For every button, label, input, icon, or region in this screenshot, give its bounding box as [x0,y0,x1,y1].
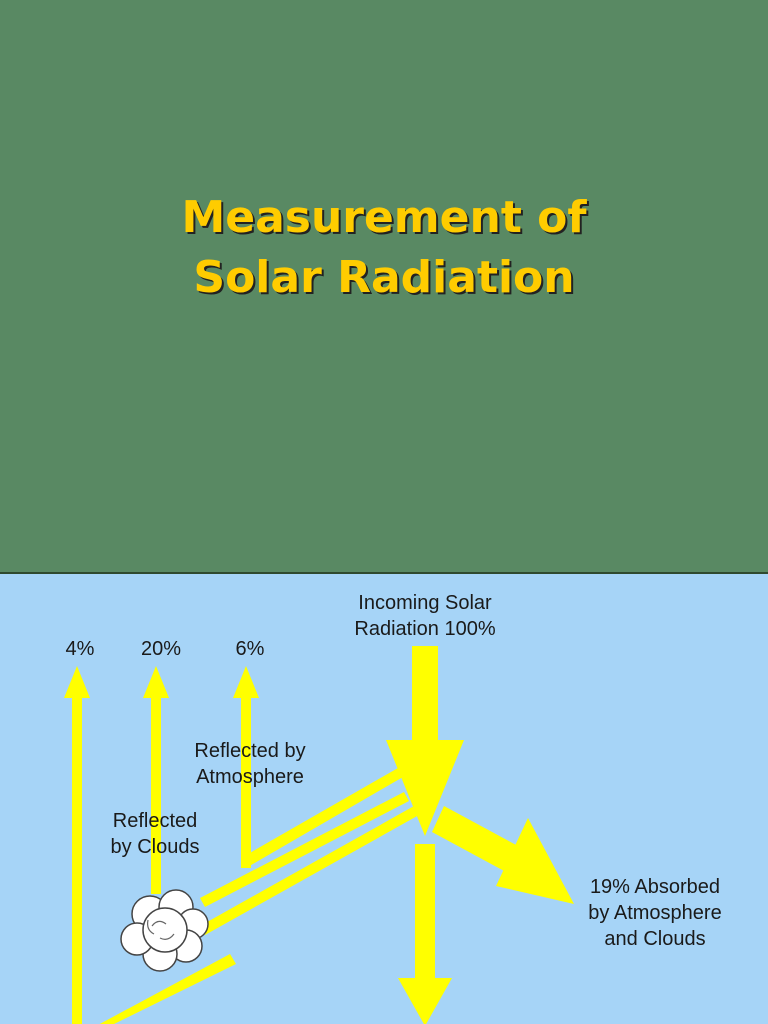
arrow-20-percent [143,666,169,894]
solar-radiation-diagram: Incoming Solar Radiation 100% 4% 20% 6% … [0,572,768,1024]
arrow-surface-reflection [99,954,236,1024]
label-reflected-by-clouds: Reflected by Clouds [110,810,200,858]
label-incoming-radiation: Incoming Solar Radiation 100% [354,592,496,640]
arrow-incoming-radiation [386,646,464,836]
title-line-2: Solar Radiation [193,252,575,303]
label-20-percent: 20% [140,638,182,660]
label-4-percent: 4% [65,638,95,660]
arrow-cloud-reflection [200,792,419,935]
slide-title: Measurement of Solar Radiation [0,188,768,308]
label-6-percent: 6% [235,638,265,660]
arrow-4-percent [64,666,90,1024]
diagram-graphics [64,646,574,1024]
cloud-icon [120,889,209,972]
arrow-absorbed [432,806,574,904]
arrow-6-percent [233,666,403,868]
title-line-1: Measurement of [181,192,587,243]
label-reflected-by-atmosphere: Reflected by Atmosphere [194,740,306,788]
arrow-to-surface [398,844,452,1024]
label-absorbed: 19% Absorbed by Atmosphere and Clouds [588,876,722,950]
